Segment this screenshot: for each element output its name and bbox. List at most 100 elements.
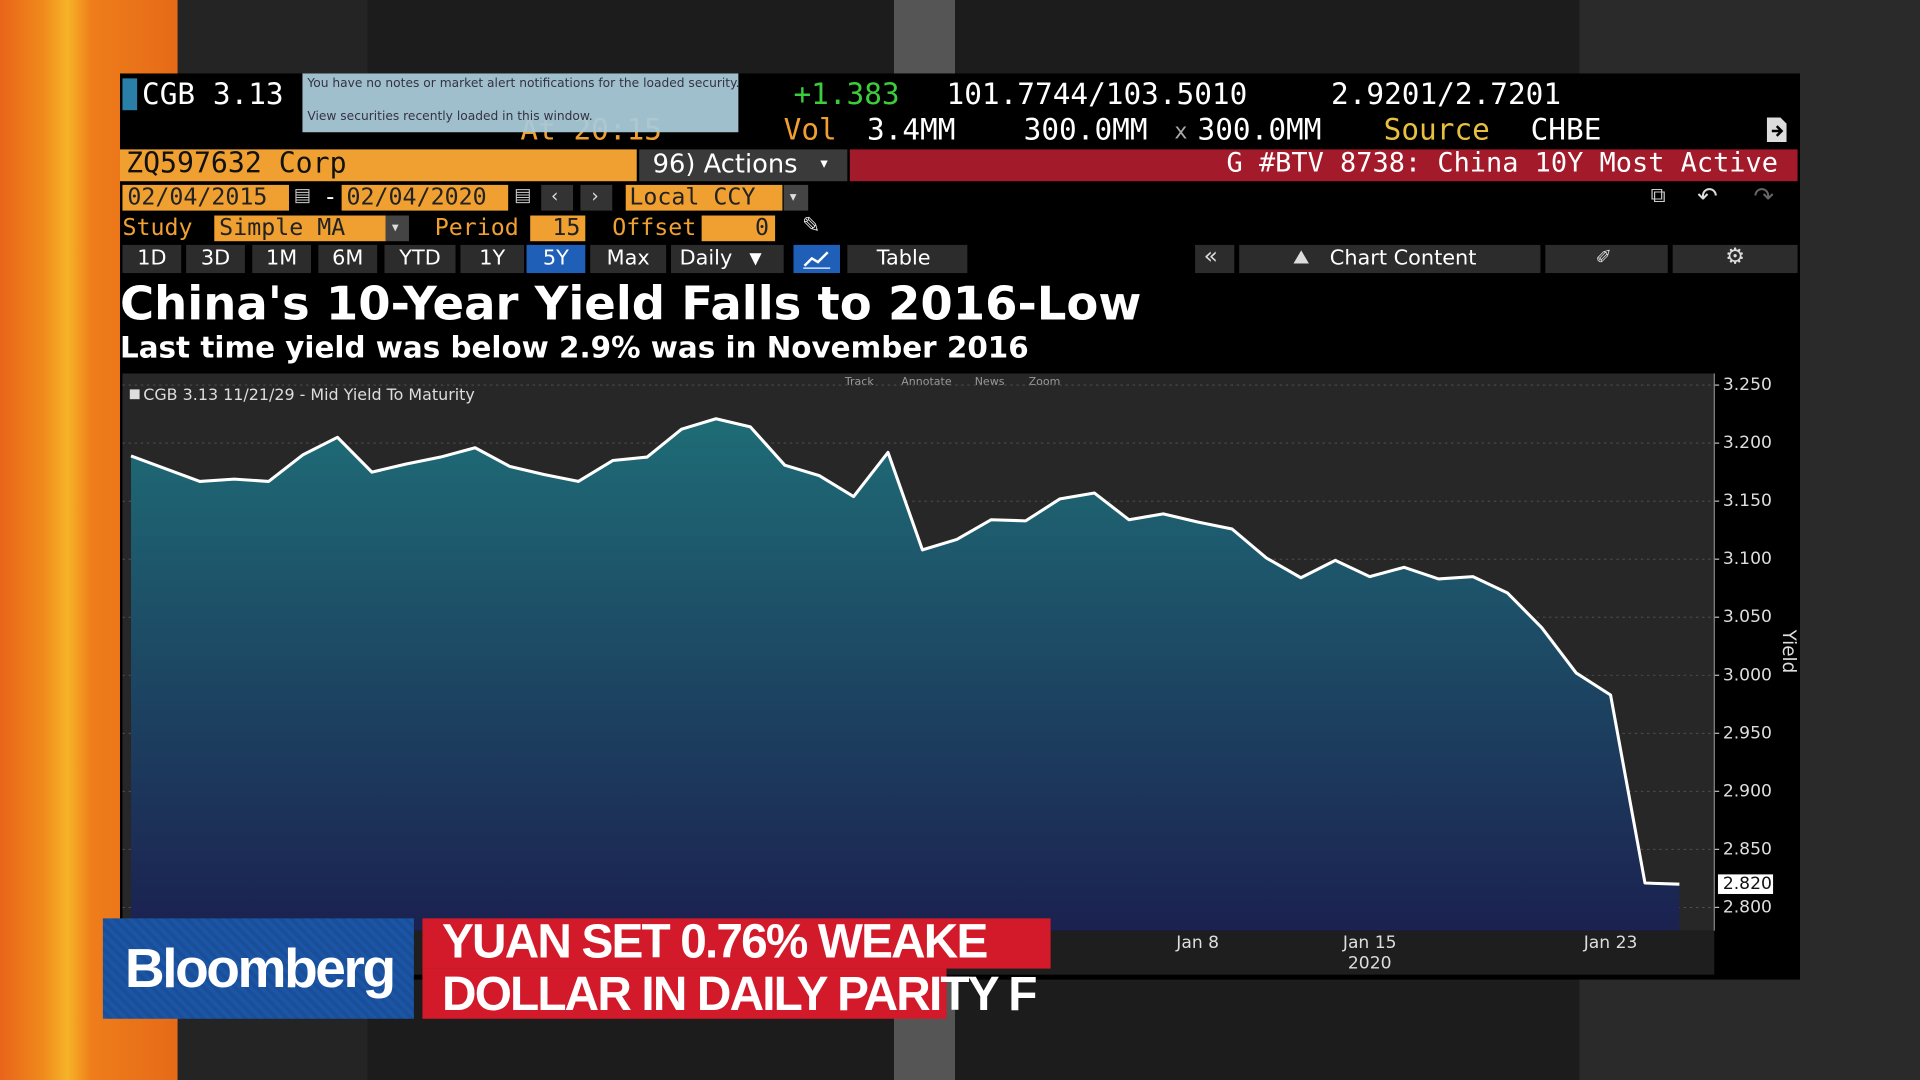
bid-ask-price: 101.7744/103.5010 [946, 77, 1248, 112]
chart-tool[interactable]: News [975, 375, 1005, 388]
frequency: Daily [679, 246, 733, 271]
study-dropdown[interactable] [385, 215, 409, 242]
line [130, 417, 1680, 886]
last-value-box [1717, 874, 1774, 894]
size-bid: 300.0MM [1023, 112, 1148, 147]
y-tick-label: 3.100 [1723, 549, 1772, 569]
chart-content: Chart Content [1329, 246, 1477, 271]
tooltip [302, 73, 739, 133]
study[interactable]: Simple MA [219, 214, 346, 242]
page-title: G #BTV 8738: China 10Y Most Active [1226, 148, 1778, 179]
range-button[interactable] [252, 244, 312, 274]
actions-caret: ▾ [820, 154, 828, 172]
calendar-icon[interactable]: ▤ [293, 183, 312, 206]
collapse-button[interactable] [1195, 244, 1235, 274]
chart-title: China's 10-Year Yield Falls to 2016-Low [120, 276, 1142, 331]
period-label: Period [434, 214, 519, 242]
y-tick-label: 2.900 [1723, 781, 1772, 801]
range-label: YTD [399, 246, 441, 271]
security: CGB 3.13 [142, 77, 284, 112]
bid-ask-yield: 2.9201/2.7201 [1331, 77, 1562, 112]
range-button[interactable] [122, 244, 182, 274]
chart-tool[interactable]: Track [844, 375, 874, 388]
size-x: x [1174, 118, 1188, 145]
offset-box [701, 215, 776, 242]
actions[interactable]: 96) Actions [652, 149, 798, 179]
chart-type-icon [803, 251, 831, 269]
currency[interactable]: Local CCY [629, 183, 756, 211]
x-year-label: 2020 [1348, 954, 1392, 974]
collapse-icon: « [1203, 242, 1218, 270]
range-label: 5Y [542, 246, 569, 271]
undo-icon[interactable]: ↶ [1697, 181, 1718, 211]
range-label: 6M [332, 246, 364, 271]
prev-arrow: ‹ [551, 184, 559, 207]
vol-label: Vol [783, 112, 837, 147]
y-tick-label: 2.850 [1723, 839, 1772, 859]
start-date[interactable]: 02/04/2015 [127, 183, 268, 211]
dropdown-caret: ▾ [789, 188, 797, 205]
table-button[interactable] [847, 244, 968, 274]
y-tick-label: 3.000 [1723, 665, 1772, 685]
redo-icon[interactable]: ↷ [1753, 181, 1774, 211]
currency-dropdown[interactable] [783, 184, 809, 211]
y-tick-label: 3.050 [1723, 607, 1772, 627]
frequency-button[interactable] [671, 244, 784, 274]
range-button[interactable] [318, 244, 378, 274]
range-button[interactable] [460, 244, 525, 274]
prev-button[interactable] [541, 184, 574, 211]
frequency-caret: ▼ [749, 249, 762, 269]
offset[interactable]: 0 [754, 214, 769, 242]
actions-box [639, 149, 848, 182]
size-ask: 300.0MM [1197, 112, 1322, 147]
legend-label: CGB 3.13 11/21/29 - Mid Yield To Maturit… [143, 385, 475, 404]
brand-box [102, 918, 414, 1019]
y-tick-label: 3.150 [1723, 491, 1772, 511]
date-sep: - [323, 183, 338, 211]
y-tick-label: 2.950 [1723, 723, 1772, 743]
x-tick-label: Jan 8 [1175, 933, 1219, 953]
settings-icon: ⚙ [1725, 243, 1746, 270]
area [131, 418, 1680, 931]
period-box [530, 215, 586, 242]
ticker[interactable]: ZQ597632 Corp [126, 148, 347, 181]
range-label: 3D [200, 246, 231, 271]
y-tick-label: 3.200 [1723, 433, 1772, 453]
tooltip-text: View securities recently loaded in this … [307, 110, 593, 124]
pencil-icon[interactable]: ✎ [802, 213, 821, 239]
end-date[interactable]: 02/04/2020 [346, 183, 487, 211]
security-marker [122, 78, 138, 111]
range-button[interactable] [384, 244, 456, 274]
screen-icon[interactable]: ⧉ [1650, 183, 1666, 209]
headline-box [422, 968, 947, 1019]
edit-icon: ✐ [1595, 244, 1612, 269]
y-tick-label: 3.250 [1723, 375, 1772, 395]
range-button[interactable] [590, 244, 667, 274]
range-button[interactable] [526, 244, 586, 274]
period[interactable]: 15 [552, 214, 581, 242]
offset-label: Offset [612, 214, 697, 242]
chart-content-button[interactable] [1239, 244, 1541, 274]
y-axis-label: Yield [1778, 629, 1799, 674]
study-box [214, 215, 386, 242]
settings-button[interactable] [1672, 244, 1798, 274]
edit-button[interactable] [1545, 244, 1668, 274]
chart-tool[interactable]: Zoom [1029, 375, 1061, 388]
dropdown-caret: ▾ [391, 219, 399, 236]
export-icon[interactable] [1763, 115, 1790, 144]
chart-tool[interactable]: Annotate [901, 375, 952, 388]
vol: 3.4MM [866, 112, 956, 147]
range-label: 1Y [479, 246, 506, 271]
source-label: Source [1383, 112, 1490, 147]
table: Table [876, 246, 931, 271]
range-button[interactable] [186, 244, 245, 274]
end-date-box [341, 184, 509, 211]
y-tick-label: 2.800 [1723, 897, 1772, 917]
next-arrow: › [591, 184, 599, 207]
calendar-icon[interactable]: ▤ [514, 183, 532, 206]
range-label: 1M [266, 246, 298, 271]
next-button[interactable] [580, 184, 613, 211]
headline-box [422, 918, 1051, 969]
headline: YUAN SET 0.76% WEAKE [442, 915, 988, 969]
